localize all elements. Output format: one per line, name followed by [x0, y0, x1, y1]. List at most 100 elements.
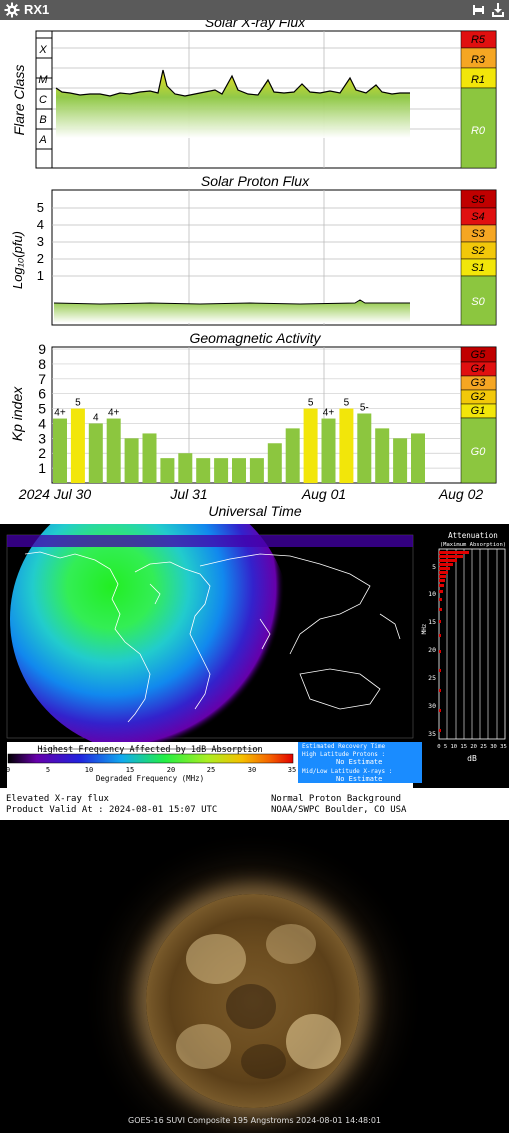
- drap-legend-tick: 15: [126, 766, 134, 774]
- drap-panel: Highest Frequency Affected by 1dB Absorp…: [0, 524, 509, 820]
- drap-coastlines: [24, 551, 401, 723]
- atten-grid: [446, 549, 498, 739]
- kp-bar: [142, 433, 157, 483]
- atten-title: Attenuation: [448, 531, 498, 540]
- atten-ytick: 35: [428, 730, 436, 738]
- kp-bar-label: 4+: [323, 408, 335, 419]
- kp-bar: [285, 428, 300, 483]
- xray-scale-r5: R5: [471, 34, 486, 46]
- proton-tick-5: 5: [37, 200, 44, 215]
- geomag-scale-g1: G1: [471, 405, 486, 417]
- time-tick-jul31: Jul 31: [169, 486, 207, 502]
- proton-scale-s0: S0: [471, 296, 485, 308]
- geomag-ylabel: Kp index: [9, 386, 25, 441]
- drap-legend-tick: 20: [167, 766, 175, 774]
- kp-bar-label: 5: [75, 398, 81, 409]
- proton-flux-fill: [54, 300, 410, 323]
- drap-legend-tick: 35: [288, 766, 296, 774]
- proton-ylabel: Log₁₀(pfu): [10, 231, 25, 289]
- geomag-scale-g5: G5: [471, 349, 487, 361]
- xray-class-x: X: [38, 44, 47, 56]
- xray-title: Solar X-ray Flux: [205, 20, 306, 30]
- kp-bar: [53, 418, 67, 483]
- xray-class-labels: X M C B A: [36, 37, 52, 150]
- drap-legend-tick: 0: [6, 766, 10, 774]
- kp-bar-label: 5: [344, 398, 350, 409]
- drap-legend-title: Highest Frequency Affected by 1dB Absorp…: [37, 745, 262, 755]
- kp-bar: [106, 418, 121, 483]
- atten-bars: [439, 551, 469, 732]
- atten-xticks: 0 5 10 15 20 25 30 35: [437, 744, 507, 750]
- atten-ytick: 15: [428, 618, 436, 626]
- kp-tick-label: 4: [38, 415, 46, 431]
- drap-legend-ticks: 0 5 10 15 20 25 30 35: [6, 766, 296, 774]
- proton-ticks: 5 4 3 2 1: [37, 200, 44, 283]
- xray-r-scale: R5 R3 R1 R0: [460, 30, 497, 169]
- time-axis: 2024 Jul 30 Jul 31 Aug 01 Aug 02 Univers…: [18, 486, 484, 519]
- proton-flux-line: [53, 299, 410, 305]
- geomag-scale-g3: G3: [471, 377, 487, 389]
- drap-status-right1: Normal Proton Background: [271, 794, 402, 804]
- drap-status-left2: Product Valid At : 2024-08-01 15:07 UTC: [6, 805, 218, 815]
- window-titlebar: RX1: [0, 0, 509, 20]
- kp-bar: [160, 458, 175, 483]
- proton-scale-s3: S3: [471, 228, 485, 240]
- kp-bar: [196, 458, 211, 483]
- drap-status-strip: [0, 788, 509, 820]
- kp-tick-label: 5: [38, 401, 46, 417]
- kp-tick-label: 2: [38, 445, 46, 461]
- xray-scale-r0: R0: [471, 125, 486, 137]
- drap-legend-colorbar: [7, 753, 294, 764]
- kp-bar: [375, 428, 390, 483]
- xray-flux-fill: [56, 70, 410, 138]
- xray-class-m: M: [38, 74, 48, 86]
- proton-grid: [52, 190, 460, 325]
- recovery-line3: Mid/Low Latitude X-rays :: [302, 768, 392, 775]
- atten-subtitle: (Maximum Absorption): [440, 542, 506, 548]
- kp-bar-label: 4: [93, 412, 99, 423]
- window-title: RX1: [24, 2, 50, 17]
- kp-tick-label: 7: [38, 371, 46, 387]
- gear-icon[interactable]: [4, 2, 20, 18]
- proton-s-scale: S5 S4 S3 S2 S1 S0: [460, 189, 497, 326]
- xray-scale-r3: R3: [471, 54, 486, 66]
- drap-recovery-text: Estimated Recovery Time High Latitude Pr…: [302, 743, 392, 783]
- drap-absorption-region: [10, 524, 290, 754]
- recovery-line1: High Latitude Protons :: [302, 751, 385, 758]
- atten-ytick: 25: [428, 674, 436, 682]
- time-tick-jul30: 2024 Jul 30: [18, 486, 92, 502]
- kp-tick-label: 1: [38, 460, 46, 476]
- kp-bar: [393, 438, 408, 483]
- proton-tick-1: 1: [37, 268, 44, 283]
- geomag-scale-g2: G2: [471, 391, 486, 403]
- kp-tick-label: 9: [38, 341, 46, 357]
- download-icon[interactable]: [490, 2, 506, 18]
- drap-recovery-box: [298, 742, 422, 783]
- kp-bar-label: 4+: [54, 408, 66, 419]
- atten-ytick: 20: [428, 646, 436, 654]
- kp-bar-label: 5-: [360, 402, 369, 413]
- xray-flux-line: [55, 69, 410, 97]
- pin-icon[interactable]: [471, 2, 487, 18]
- suvi-caption: GOES-16 SUVI Composite 195 Angstroms 202…: [128, 1116, 381, 1125]
- xray-ylabel: Flare Class: [11, 65, 27, 136]
- kp-bar: [232, 458, 246, 483]
- proton-scale-s4: S4: [471, 211, 484, 223]
- proton-tick-4: 4: [37, 217, 44, 232]
- atten-xlabel: dB: [467, 754, 477, 763]
- kp-tick-label: 6: [38, 386, 46, 402]
- kp-bar: [124, 438, 139, 483]
- xray-scale-r1: R1: [471, 74, 485, 86]
- kp-bar: [321, 418, 336, 483]
- geomag-scale-g4: G4: [471, 363, 486, 375]
- charts-svg: Solar X-ray Flux X M C B A F: [9, 20, 497, 519]
- kp-bars: 4+ 5 4 4+ 5 4+ 5 5-: [53, 398, 425, 483]
- kp-bar: [411, 433, 425, 483]
- drap-status-right2: NOAA/SWPC Boulder, CO USA: [271, 805, 407, 815]
- proton-scale-s5: S5: [471, 194, 485, 206]
- drap-legend-tick: 25: [207, 766, 215, 774]
- atten-ytick: 5: [432, 563, 436, 571]
- kp-tick-label: 8: [38, 356, 46, 372]
- kp-bar: [70, 408, 85, 483]
